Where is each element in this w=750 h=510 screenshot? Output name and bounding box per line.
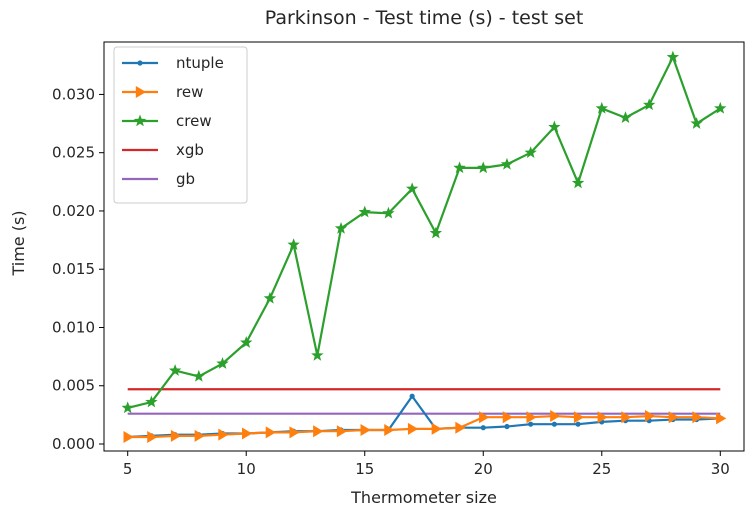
y-tick-label: 0.025 — [52, 144, 95, 162]
data-point-ntuple — [480, 425, 486, 431]
data-point-crew — [643, 98, 656, 111]
data-point-rew — [407, 422, 419, 435]
legend-item-xgb: xgb — [122, 141, 204, 159]
data-point-crew — [311, 348, 324, 361]
y-axis: 0.000 0.005 0.010 0.015 0.020 0.025 0.030 — [52, 85, 104, 453]
data-point-rew — [644, 410, 656, 423]
data-point-crew — [453, 161, 466, 174]
data-point-crew — [168, 364, 182, 376]
data-point-ntuple — [551, 421, 557, 427]
data-point-crew — [524, 146, 537, 158]
series-crew — [121, 50, 727, 414]
chart-title: Parkinson - Test time (s) - test set — [265, 7, 584, 29]
data-point-rew — [336, 425, 348, 438]
x-tick-label: 15 — [355, 460, 374, 478]
plot-area — [121, 50, 727, 444]
y-tick-label: 0.005 — [52, 377, 95, 395]
legend-box — [113, 46, 248, 204]
legend-item-gb: gb — [122, 170, 195, 188]
data-point-crew — [477, 161, 490, 174]
data-point-rew — [313, 425, 324, 438]
y-tick-label: 0.030 — [52, 85, 95, 103]
data-point-rew — [147, 431, 158, 444]
data-point-rew — [384, 424, 395, 437]
data-point-rew — [526, 411, 537, 424]
legend-label: xgb — [176, 141, 204, 159]
data-point-rew — [265, 426, 276, 439]
legend-marker-crew — [133, 114, 147, 127]
data-point-rew — [550, 410, 561, 423]
data-point-crew — [145, 395, 158, 408]
legend-label: gb — [176, 170, 195, 188]
data-point-rew — [170, 429, 182, 442]
series-rew — [123, 410, 727, 444]
data-point-rew — [502, 411, 513, 424]
x-tick-label: 10 — [237, 460, 256, 478]
x-tick-label: 5 — [123, 460, 133, 478]
data-point-rew — [218, 428, 229, 441]
data-point-crew — [192, 369, 205, 382]
legend-item-crew: crew — [122, 112, 212, 130]
x-axis-label: Thermometer size — [350, 488, 497, 507]
data-point-crew — [595, 101, 608, 114]
data-point-crew — [666, 50, 680, 63]
y-tick-label: 0.000 — [52, 435, 95, 453]
y-tick-label: 0.015 — [52, 260, 95, 278]
data-point-rew — [621, 411, 632, 424]
data-point-rew — [431, 422, 442, 435]
data-point-crew — [548, 120, 561, 133]
data-point-rew — [573, 411, 585, 424]
data-point-crew — [334, 221, 348, 234]
legend-label: rew — [176, 83, 203, 101]
x-axis: 5 10 15 20 25 30 — [123, 451, 730, 478]
legend: ntuple rew crew xgb gb — [113, 46, 248, 204]
data-point-crew — [216, 357, 229, 369]
data-point-rew — [242, 427, 253, 440]
legend-marker-rew — [135, 86, 146, 98]
axes-frame — [103, 41, 745, 452]
x-tick-label: 25 — [592, 460, 611, 478]
data-point-ntuple — [409, 393, 415, 399]
x-tick-label: 20 — [474, 460, 493, 478]
data-point-ntuple — [504, 423, 510, 430]
x-tick-label: 30 — [711, 460, 730, 478]
data-point-ntuple — [528, 421, 534, 427]
data-point-crew — [287, 238, 300, 251]
data-point-crew — [500, 157, 514, 170]
data-point-rew — [668, 411, 679, 424]
data-point-crew — [714, 101, 727, 114]
data-point-rew — [597, 411, 608, 424]
data-point-crew — [429, 226, 443, 239]
data-point-rew — [455, 421, 466, 434]
data-point-crew — [571, 176, 585, 189]
legend-item-rew: rew — [122, 83, 203, 101]
data-point-crew — [405, 182, 419, 195]
legend-label: crew — [176, 112, 212, 130]
y-tick-label: 0.010 — [52, 318, 95, 336]
legend-item-ntuple: ntuple — [122, 54, 224, 72]
data-point-crew — [690, 117, 703, 129]
y-tick-label: 0.020 — [52, 202, 95, 220]
data-point-crew — [263, 291, 277, 304]
data-point-rew — [194, 429, 205, 442]
data-point-rew — [692, 411, 703, 424]
data-point-rew — [360, 424, 371, 437]
data-point-crew — [240, 336, 253, 348]
legend-label: ntuple — [176, 54, 224, 72]
y-axis-label: Time (s) — [9, 210, 28, 276]
data-point-crew — [619, 111, 632, 123]
data-point-rew — [123, 431, 134, 444]
data-point-ntuple — [575, 421, 581, 427]
data-point-crew — [382, 206, 395, 219]
data-point-rew — [289, 426, 300, 439]
legend-marker-ntuple — [137, 60, 143, 66]
data-point-crew — [121, 401, 134, 414]
data-point-rew — [716, 412, 727, 425]
data-point-crew — [358, 205, 371, 218]
data-point-rew — [479, 411, 490, 424]
